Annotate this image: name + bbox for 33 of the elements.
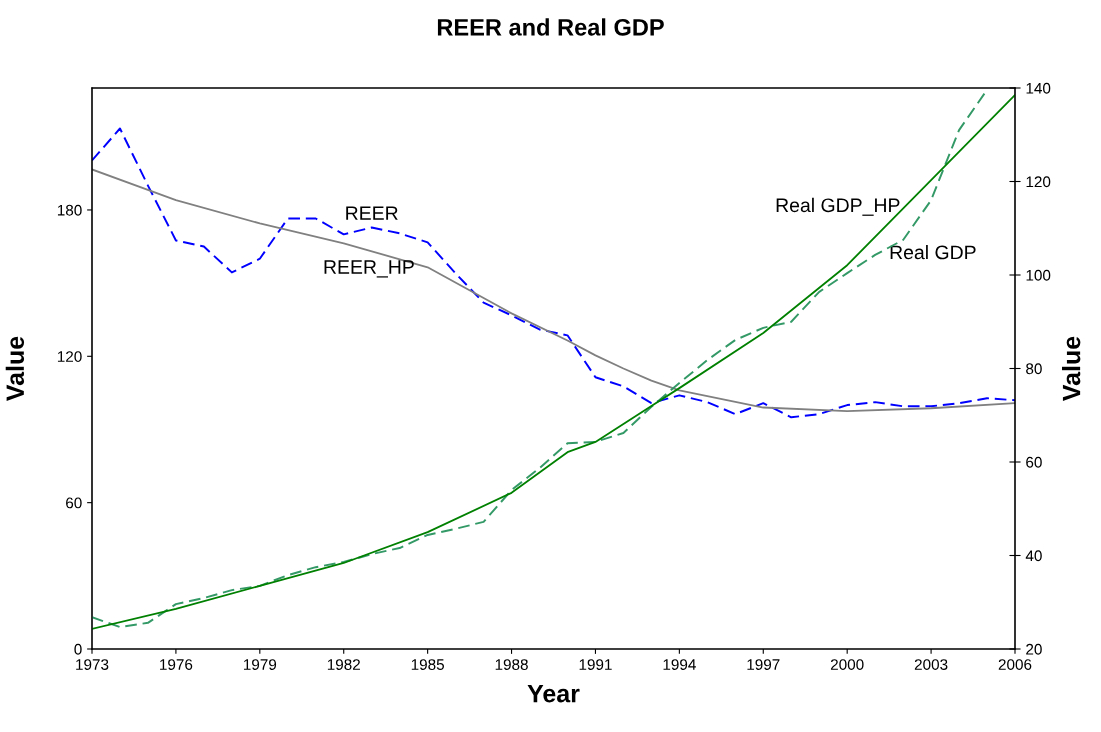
x-tick-label: 1985 [411,659,444,670]
y2-tick-label: 100 [1026,269,1051,281]
y-tick-label: 120 [57,351,82,362]
line-series [92,127,1015,419]
series-label: Real GDP_HP [776,197,900,216]
x-tick-label: 2003 [914,659,948,670]
line-series [92,168,1015,413]
y2-tick-label: 140 [1026,82,1051,94]
y2-axis-title: Value [1062,336,1081,401]
y-axis-title: Value [5,336,25,401]
y-tick-label: 0 [74,643,82,655]
x-tick-label: 1991 [579,659,612,670]
x-tick-label: 2006 [998,659,1032,670]
y2-tick-label: 20 [1026,643,1042,655]
y-tick-label: 60 [66,497,82,509]
y2-tick-label: 40 [1025,550,1042,562]
y2-tick-label: 60 [1026,456,1042,468]
x-tick-label: 1997 [747,659,780,670]
y-tick-label: 180 [57,204,82,216]
series-label: REER_HP [324,260,414,278]
x-axis-title: Year [527,684,580,703]
y2-tick-label: 120 [1026,176,1051,188]
y2-tick-label: 80 [1026,363,1042,375]
x-tick-label: 2000 [830,659,864,670]
series-label: REER [346,206,398,220]
x-tick-label: 1994 [663,659,696,670]
series-label: Real GDP [890,244,976,260]
chart-title: REER and Real GDP [437,18,664,36]
x-tick-label: 1988 [495,659,528,670]
x-tick-label: 1976 [160,659,193,670]
x-tick-label: 1982 [327,659,360,670]
x-tick-label: 1979 [243,659,277,670]
x-tick-label: 1973 [76,659,109,670]
